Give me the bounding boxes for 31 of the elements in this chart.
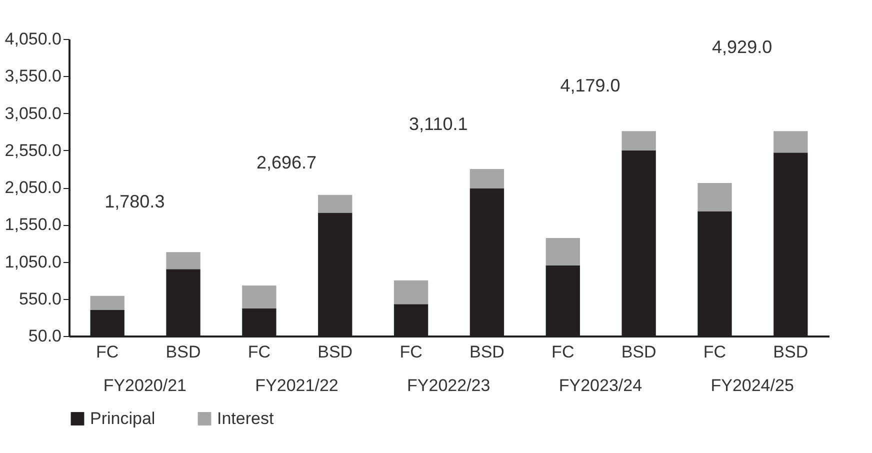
- text: FY2022/23: [407, 376, 490, 395]
- x-tick-label: FC: [552, 342, 574, 362]
- x-tick-label: BSD: [166, 342, 201, 362]
- y-tick-label: 3,050.0: [4, 104, 62, 123]
- x-tick-label: BSD: [773, 342, 808, 362]
- y-tick-label: 2,050.0: [4, 178, 62, 197]
- y-tick-label: 2,550.0: [4, 140, 62, 160]
- y-tick-label: 1,550.0: [4, 215, 62, 234]
- annotation: 3,110.1: [409, 114, 468, 134]
- annotation: 2,696.7: [256, 152, 317, 173]
- x-tick-label: BSD: [621, 342, 656, 362]
- y-tick-label: 50.0: [28, 326, 62, 346]
- annotation: 1,780.3: [104, 191, 165, 212]
- text: FY2023/24: [558, 376, 642, 395]
- y-tick-label: 1,050.0: [4, 252, 62, 272]
- x-tick-label: FC: [400, 342, 422, 362]
- annotation: 4,179.0: [560, 76, 620, 96]
- y-tick-label: 4,050.0: [4, 30, 62, 48]
- x-tick-label: FC: [248, 342, 271, 362]
- text: FY2020/21: [103, 376, 187, 395]
- x-tick-label: FC: [703, 342, 726, 362]
- x-tick-label: FC: [96, 342, 119, 362]
- x-tick-label: BSD: [469, 342, 504, 362]
- text: FY2021/22: [255, 376, 338, 395]
- x-tick-label: BSD: [318, 342, 353, 362]
- text: FY2024/25: [710, 376, 794, 395]
- y-tick-label: 550.0: [18, 289, 62, 308]
- legend-label: Principal: [90, 408, 156, 428]
- y-tick-label: 3,550.0: [4, 66, 62, 86]
- annotation: 4,929.0: [712, 36, 772, 57]
- legend-label: Interest: [217, 408, 274, 428]
